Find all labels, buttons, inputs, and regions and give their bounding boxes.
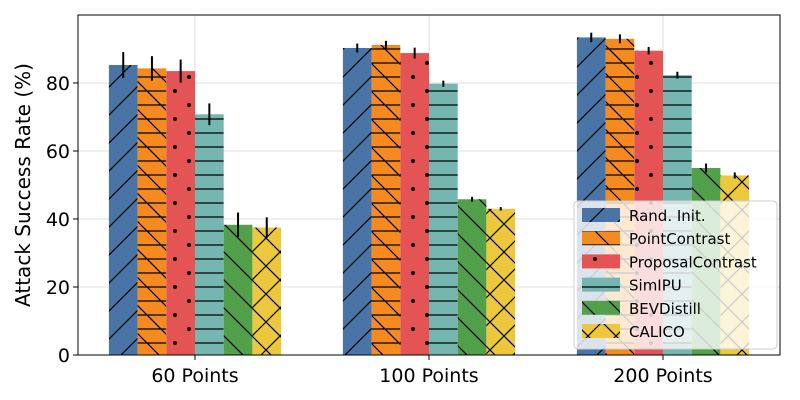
- x-tick-label: 100 Points: [379, 365, 478, 387]
- bar-proposalcontrast: [400, 53, 429, 356]
- bar-rand-init: [108, 64, 138, 355]
- bar-pointcontrast: [371, 44, 401, 356]
- axis-ticks: 0 20 40 60 80 60 Points 100 Points 200 Points: [46, 73, 713, 387]
- legend-label-calico: CALICO: [629, 323, 685, 341]
- bar-proposalcontrast: [166, 71, 195, 355]
- legend-swatch-proposalcontrast: [582, 254, 620, 269]
- legend-box: [573, 200, 778, 350]
- legend-swatch-simipu: [582, 277, 620, 292]
- y-tick-label: 20: [46, 277, 70, 299]
- legend-label-rand-init: Rand. Init.: [629, 207, 706, 225]
- bar-bevdistill: [223, 224, 253, 355]
- legend-swatch-pointcontrast: [582, 231, 620, 246]
- bar-simipu: [195, 114, 224, 355]
- legend-label-pointcontrast: PointContrast: [629, 230, 730, 248]
- y-tick-label: 40: [46, 209, 70, 231]
- bar-bevdistill: [457, 199, 487, 355]
- legend-label-proposalcontrast: ProposalContrast: [629, 253, 757, 271]
- x-tick-label: 60 Points: [151, 365, 238, 387]
- bar-pointcontrast: [137, 68, 167, 355]
- y-axis-label: Attack Success Rate (%): [11, 63, 35, 307]
- bar-rand-init: [342, 47, 372, 355]
- legend-swatch-calico: [582, 324, 620, 338]
- legend: Rand. Init. PointContrast ProposalContrast…: [573, 200, 778, 350]
- x-tick-label: 200 Points: [613, 365, 712, 387]
- bar-calico: [252, 227, 282, 355]
- y-tick-label: 60: [46, 141, 70, 163]
- legend-swatch-bevdistill: [582, 300, 620, 315]
- legend-label-simipu: SimIPU: [629, 277, 682, 295]
- legend-swatch-rand-init: [582, 208, 620, 222]
- error-bars: [122, 32, 736, 238]
- bar-calico: [486, 208, 516, 355]
- y-tick-label: 0: [58, 345, 70, 367]
- y-tick-label: 80: [46, 73, 70, 95]
- legend-label-bevdistill: BEVDistill: [629, 300, 701, 318]
- bar-simipu: [429, 83, 458, 356]
